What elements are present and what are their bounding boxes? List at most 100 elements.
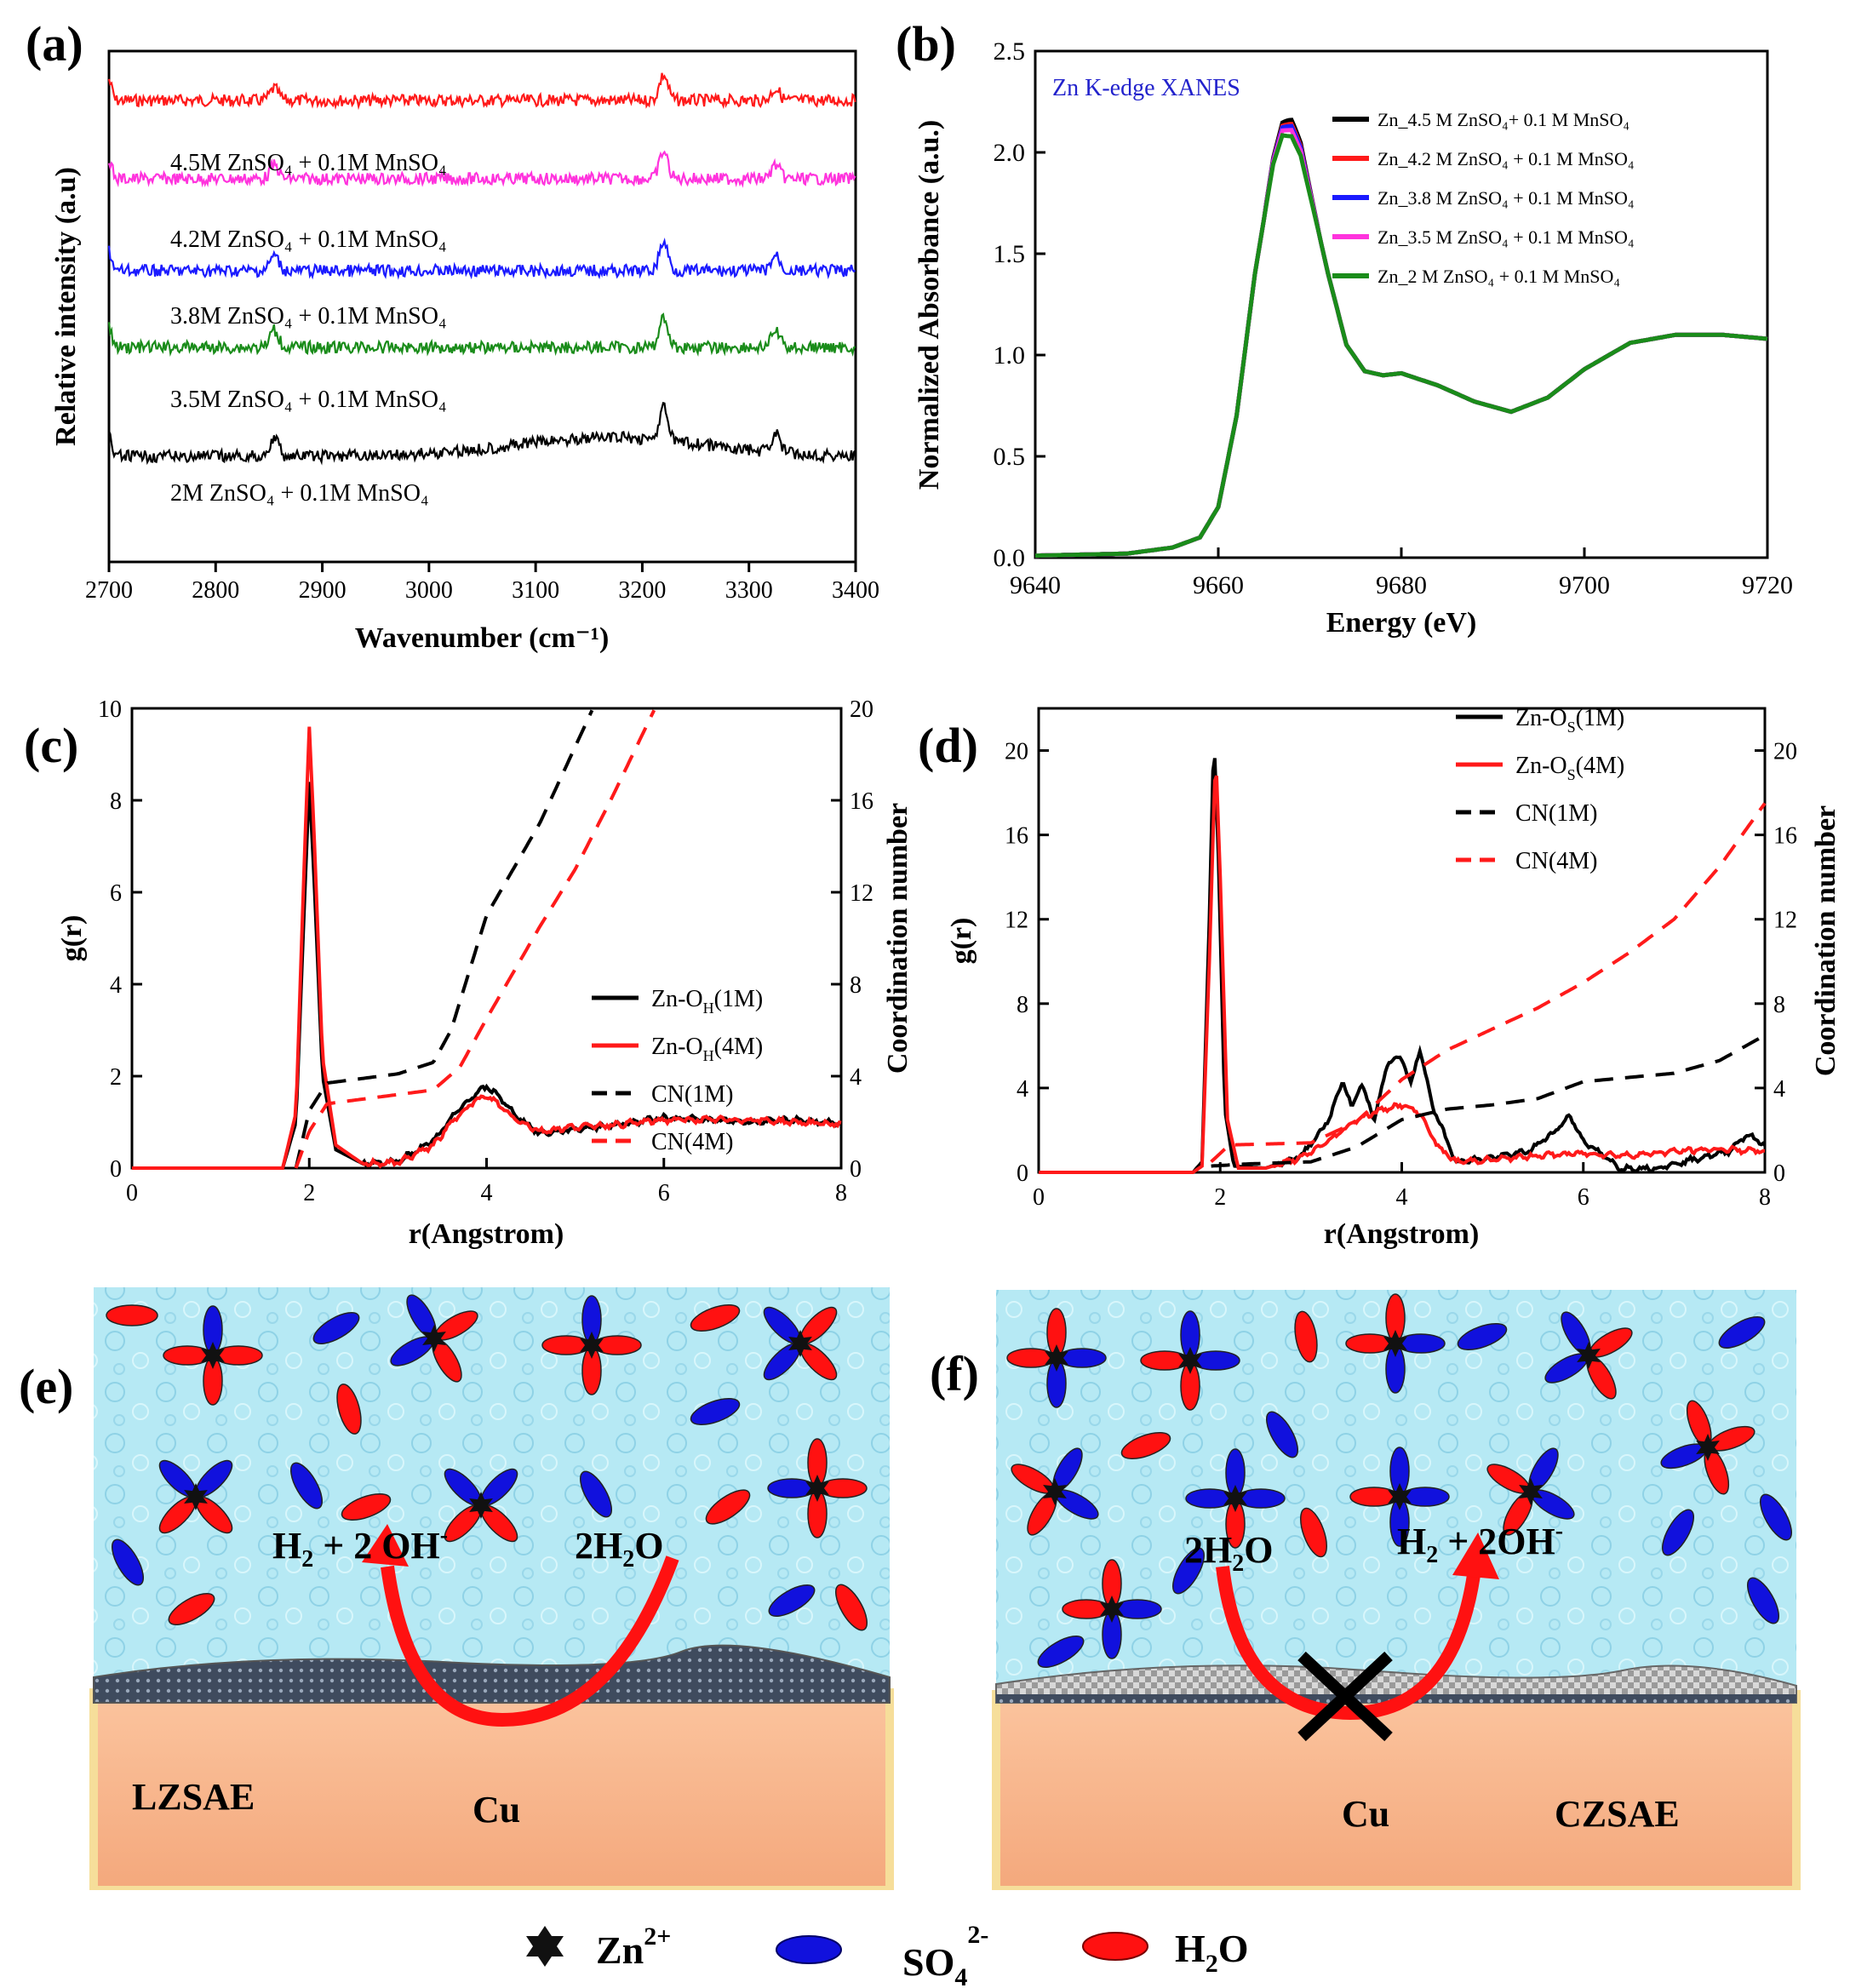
- zn-ion-icon: [805, 1475, 829, 1502]
- h2o-molecule-icon: [168, 1593, 215, 1625]
- schematic-f: 2H2O H2 + 2OH- Cu CZSAE: [992, 1290, 1801, 1890]
- y-tick-label: 1.0: [994, 341, 1026, 370]
- so4-ion-icon: [1037, 1636, 1085, 1668]
- y-tick-label: 0.5: [994, 443, 1026, 471]
- electrolyte-label: CZSAE: [1555, 1793, 1680, 1835]
- panel-c: (c) 0 2 4 6 8 0 2 4 6 8 10 0 4 8 12 16 20 Zn-OH(1M) Zn-OH…: [0, 681, 911, 1277]
- zn-ion-icon: [1696, 1434, 1720, 1461]
- raman-series-line: [107, 237, 856, 280]
- panel-e: (e): [0, 1277, 925, 1890]
- y-right-tick-label: 4: [850, 1064, 862, 1091]
- so4-ion-icon: [1718, 1316, 1766, 1349]
- x-tick-label: 3400: [832, 577, 879, 604]
- x-tick-label: 3100: [512, 577, 559, 604]
- series-label: 4.2M ZnSO₄ + 0.1M MnSO₄: [170, 226, 447, 253]
- legend-entry: Zn-OH(4M): [651, 1034, 763, 1064]
- sei-layer: [995, 1664, 1797, 1704]
- y-right-tick-label: 20: [850, 696, 873, 723]
- y-tick-label: 2.5: [994, 37, 1026, 66]
- h2o-molecule-icon: [705, 1489, 751, 1525]
- panel-e-label: (e): [19, 1359, 74, 1414]
- legend-entry: Zn-OS(4M): [1515, 753, 1624, 783]
- x-tick-label: 2: [303, 1180, 315, 1206]
- zn-ion-icon: [201, 1342, 225, 1369]
- h2o-molecule-icon: [835, 1584, 868, 1631]
- h2o-molecule-icon: [163, 1345, 212, 1366]
- y-tick-label: 10: [98, 696, 122, 723]
- x-tick-label: 0: [126, 1180, 138, 1206]
- h2o-molecule-icon: [341, 1493, 392, 1521]
- copper-substrate: [992, 1690, 1801, 1890]
- raman-series-line: [107, 72, 856, 111]
- reaction-arrow: [381, 1555, 679, 1727]
- x-tick-label: 4: [1396, 1184, 1408, 1211]
- y-tick-label: 0.0: [994, 544, 1026, 572]
- raman-series-line: [107, 150, 856, 188]
- y-tick-label: 12: [1005, 908, 1028, 934]
- legend-entry: Zn_4.5 M ZnSO₄+ 0.1 M MnSO₄: [1377, 109, 1629, 130]
- so4-ion-icon: [690, 1398, 741, 1425]
- electrolyte-label: LZSAE: [132, 1776, 255, 1818]
- zn-ion-icon: [788, 1330, 812, 1357]
- so4-ion-icon: [1172, 1547, 1205, 1595]
- x-axis-title: r(Angstrom): [1324, 1218, 1480, 1250]
- h2o-molecule-icon: [336, 1384, 362, 1435]
- h2o-molecule-icon: [1349, 1487, 1399, 1507]
- plot-frame: [107, 49, 857, 564]
- zn-ion-icon: [1043, 1478, 1067, 1505]
- h2o-molecule-icon: [541, 1335, 591, 1355]
- y-axis-title: g(r): [56, 915, 88, 962]
- y-tick-label: 20: [1005, 739, 1028, 765]
- so4-ion-icon: [1185, 1488, 1234, 1509]
- x-tick-label: 4: [481, 1180, 493, 1206]
- panel-f-label: (f): [930, 1346, 979, 1401]
- h2o-ellipse-icon: [1082, 1932, 1148, 1961]
- x-tick-label: 9700: [1559, 571, 1610, 599]
- panel-c-label: (c): [24, 718, 79, 773]
- substrate-label: Cu: [1342, 1793, 1389, 1835]
- h2o-legend-label: H2O: [1175, 1927, 1249, 1978]
- series-label: 4.5M ZnSO₄ + 0.1M MnSO₄: [170, 150, 447, 176]
- y-tick-label: 8: [110, 788, 122, 815]
- zn-ion-icon: [1178, 1347, 1202, 1374]
- so4-ion-icon: [1113, 1599, 1162, 1619]
- so4-ion-icon: [580, 1470, 612, 1518]
- x-axis-title: Energy (eV): [1326, 607, 1477, 639]
- x-axis-title: Wavenumber (cm⁻¹): [355, 622, 610, 654]
- x-tick-label: 6: [1578, 1184, 1589, 1211]
- reaction-arrow: [1216, 1566, 1481, 1721]
- h2o-molecule-icon: [106, 1304, 158, 1326]
- zn-ion-icon: [422, 1325, 446, 1352]
- y-right-tick-label: 12: [1773, 908, 1797, 934]
- zn-ion-icon: [580, 1332, 604, 1359]
- h2o-molecule-icon: [1006, 1348, 1056, 1368]
- panel-d-label: (d): [918, 718, 978, 773]
- y-right-tick-label: 0: [1773, 1160, 1785, 1187]
- zn-ion-icon: [1388, 1483, 1412, 1510]
- h2o-molecule-icon: [1120, 1432, 1171, 1459]
- y-tick-label: 16: [1005, 823, 1028, 850]
- zn-star-icon: [526, 1926, 564, 1967]
- so4-ion-icon: [1400, 1487, 1450, 1507]
- legend-entry: Zn-OH(1M): [651, 986, 763, 1017]
- h2o-molecule-icon: [214, 1345, 263, 1366]
- blocked-cross-icon: [1297, 1651, 1393, 1742]
- arrow-head: [1452, 1533, 1499, 1579]
- series-label: 3.8M ZnSO₄ + 0.1M MnSO₄: [170, 303, 447, 329]
- legend-entry: CN(1M): [1515, 800, 1597, 827]
- panel-b: (b) 9640 9660 9680 9700 9720 0.0 0.5 1.0 1.5 2.0 2…: [894, 0, 1850, 664]
- y-right-tick-label: 0: [850, 1156, 862, 1183]
- h2o-molecule-icon: [690, 1304, 741, 1332]
- h2o-molecule-icon: [1062, 1599, 1111, 1619]
- reaction-product: H2 + 2 OH-: [272, 1522, 448, 1573]
- reaction-product: H2 + 2OH-: [1397, 1518, 1563, 1568]
- zn-ion-icon: [1223, 1485, 1247, 1512]
- sei-layer: [93, 1644, 891, 1704]
- panel-a: (a) 2700 2800 2900 3000 3100 3200 3300 3400 Wav…: [0, 0, 894, 664]
- xanes-chart: 9640 9660 9680 9700 9720 0.0 0.5 1.0 1.5 2.0 2.5 Z…: [914, 37, 1793, 639]
- so4-ion-icon: [1396, 1333, 1446, 1354]
- panel-d: (d) 0 2 4 6 8 0 4 8 12 16 20 0 4 8 12 16 20 Zn-OS(1M) Zn-…: [911, 681, 1850, 1277]
- zn-ion-icon: [469, 1492, 493, 1519]
- so4-ion-icon: [1057, 1348, 1107, 1368]
